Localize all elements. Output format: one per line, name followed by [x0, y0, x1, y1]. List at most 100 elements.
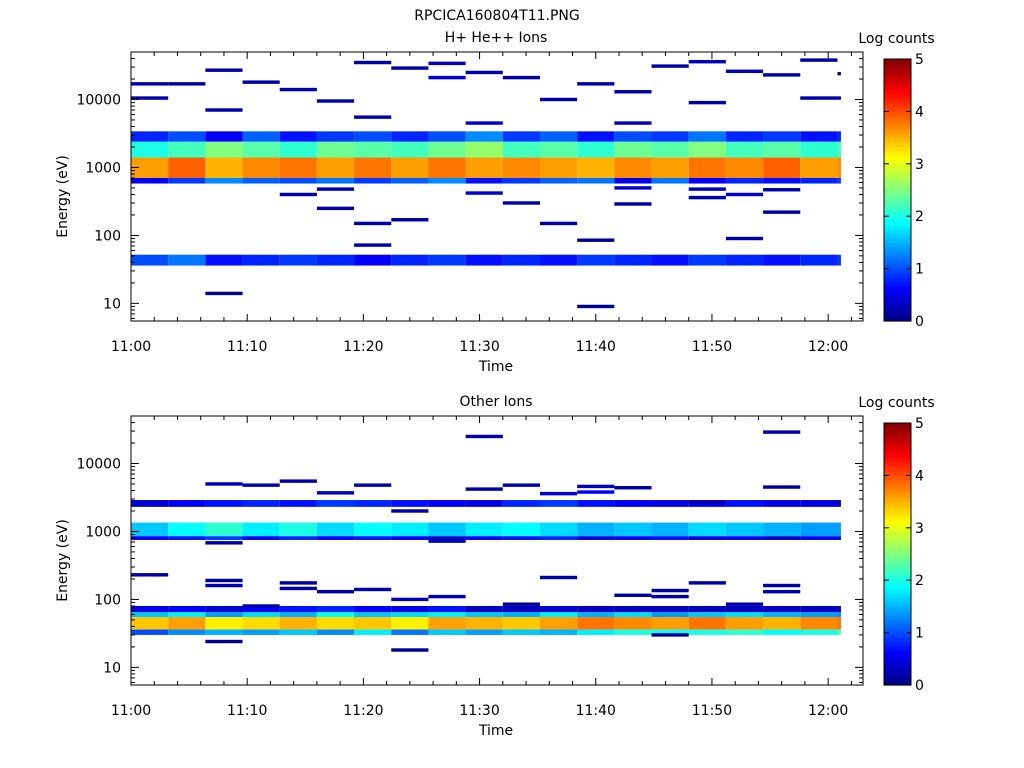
heatmap-cell	[539, 500, 578, 507]
heatmap-cell	[279, 87, 317, 92]
heatmap-cell	[354, 522, 392, 537]
heatmap-cell	[651, 522, 689, 537]
colorbar-segment	[884, 163, 911, 169]
y-axis-label: Energy (eV)	[55, 519, 71, 602]
heatmap-cell	[279, 254, 317, 266]
colorbar-segment	[884, 111, 911, 117]
heatmap-cell	[577, 605, 615, 613]
heatmap-cell	[279, 605, 317, 613]
heatmap-cell	[502, 177, 540, 184]
heatmap-cell	[391, 522, 429, 537]
x-tick-label: 11:50	[692, 703, 732, 719]
heatmap-cell	[168, 177, 206, 184]
heatmap-cell	[316, 254, 355, 266]
heatmap-cell	[725, 69, 764, 74]
heatmap-cell	[168, 82, 206, 86]
heatmap-cell	[131, 536, 169, 540]
colorbar-segment	[884, 316, 911, 322]
heatmap-cell	[465, 191, 503, 195]
colorbar-label: Log counts	[858, 31, 934, 47]
colorbar-segment	[884, 159, 911, 165]
y-tick-label: 1000	[85, 160, 121, 176]
heatmap-cell	[688, 254, 726, 266]
colorbar-segment	[884, 246, 911, 252]
heatmap-cell	[428, 177, 466, 184]
heatmap-cell	[316, 629, 355, 635]
heatmap-cell	[465, 131, 503, 142]
heatmap-cell	[428, 612, 466, 618]
heatmap-cell	[577, 500, 615, 507]
plot-frame	[130, 51, 864, 322]
heatmap-cell	[651, 617, 689, 630]
heatmap-cell	[614, 90, 652, 94]
heatmap-cell	[391, 509, 429, 513]
heatmap-cell	[539, 177, 578, 184]
heatmap-cell	[688, 617, 726, 630]
heatmap-cell	[354, 617, 392, 630]
figure-title: RPCICA160804T11.PNG	[414, 8, 579, 24]
heatmap-cell	[354, 115, 392, 119]
heatmap-cell	[539, 491, 578, 496]
heatmap-cell	[242, 500, 280, 507]
heatmap-cell	[539, 141, 578, 158]
heatmap-cell	[837, 612, 841, 618]
heatmap-cell	[725, 192, 764, 197]
colorbar-segment	[884, 641, 911, 647]
heatmap-cell	[577, 254, 615, 266]
heatmap-cell	[763, 177, 801, 184]
heatmap-cell	[763, 254, 801, 266]
heatmap-cell	[354, 157, 392, 178]
heatmap-cell	[131, 141, 169, 158]
heatmap-cell	[614, 254, 652, 266]
colorbar-segment	[884, 115, 911, 121]
heatmap-cell	[502, 500, 540, 507]
heatmap-cell	[688, 536, 726, 540]
heatmap-cell	[763, 536, 801, 540]
colorbar-segment	[884, 251, 911, 257]
heatmap-cell	[725, 605, 764, 613]
colorbar-segment	[884, 67, 911, 73]
colorbar-segment	[884, 549, 911, 555]
heatmap-cell	[205, 141, 243, 158]
colorbar-segment	[884, 185, 911, 191]
heatmap-cell	[837, 629, 841, 635]
heatmap-cell	[800, 157, 838, 178]
heatmap-cell	[837, 96, 841, 100]
heatmap-cell	[316, 500, 355, 507]
heatmap-cell	[279, 131, 317, 142]
heatmap-cell	[242, 522, 280, 537]
colorbar-segment	[884, 536, 911, 542]
heatmap-cell	[391, 218, 429, 222]
colorbar-segment	[884, 259, 911, 265]
heatmap-cell	[168, 500, 206, 507]
colorbar-segment	[884, 571, 911, 577]
heatmap-cell	[837, 522, 841, 537]
heatmap-cell	[800, 58, 838, 62]
heatmap-cell	[242, 157, 280, 178]
y-tick-label: 100	[94, 228, 121, 244]
heatmap-cell	[837, 605, 841, 613]
heatmap-cell	[205, 157, 243, 178]
heatmap-cell	[354, 221, 392, 226]
heatmap-cell	[688, 100, 726, 105]
colorbar-segment	[884, 505, 911, 511]
heatmap-cell	[428, 617, 466, 630]
x-tick-label: 11:30	[459, 703, 499, 719]
heatmap-cell	[205, 108, 243, 112]
heatmap-cell	[800, 96, 838, 100]
heatmap-cell	[577, 177, 615, 184]
heatmap-cell	[539, 617, 578, 630]
colorbar-segment	[884, 85, 911, 91]
heatmap-cell	[242, 605, 280, 613]
heatmap-cell	[651, 157, 689, 178]
heatmap-cell	[502, 201, 540, 205]
x-axis-label: Time	[478, 359, 513, 375]
heatmap-cell	[725, 236, 764, 241]
y-axis-label: Energy (eV)	[55, 155, 71, 238]
heatmap-cell	[614, 605, 652, 613]
heatmap-cell	[242, 629, 280, 635]
colorbar-segment	[884, 255, 911, 261]
heatmap-cell	[242, 80, 280, 84]
colorbar-segment	[884, 294, 911, 300]
colorbar-segment	[884, 510, 911, 516]
